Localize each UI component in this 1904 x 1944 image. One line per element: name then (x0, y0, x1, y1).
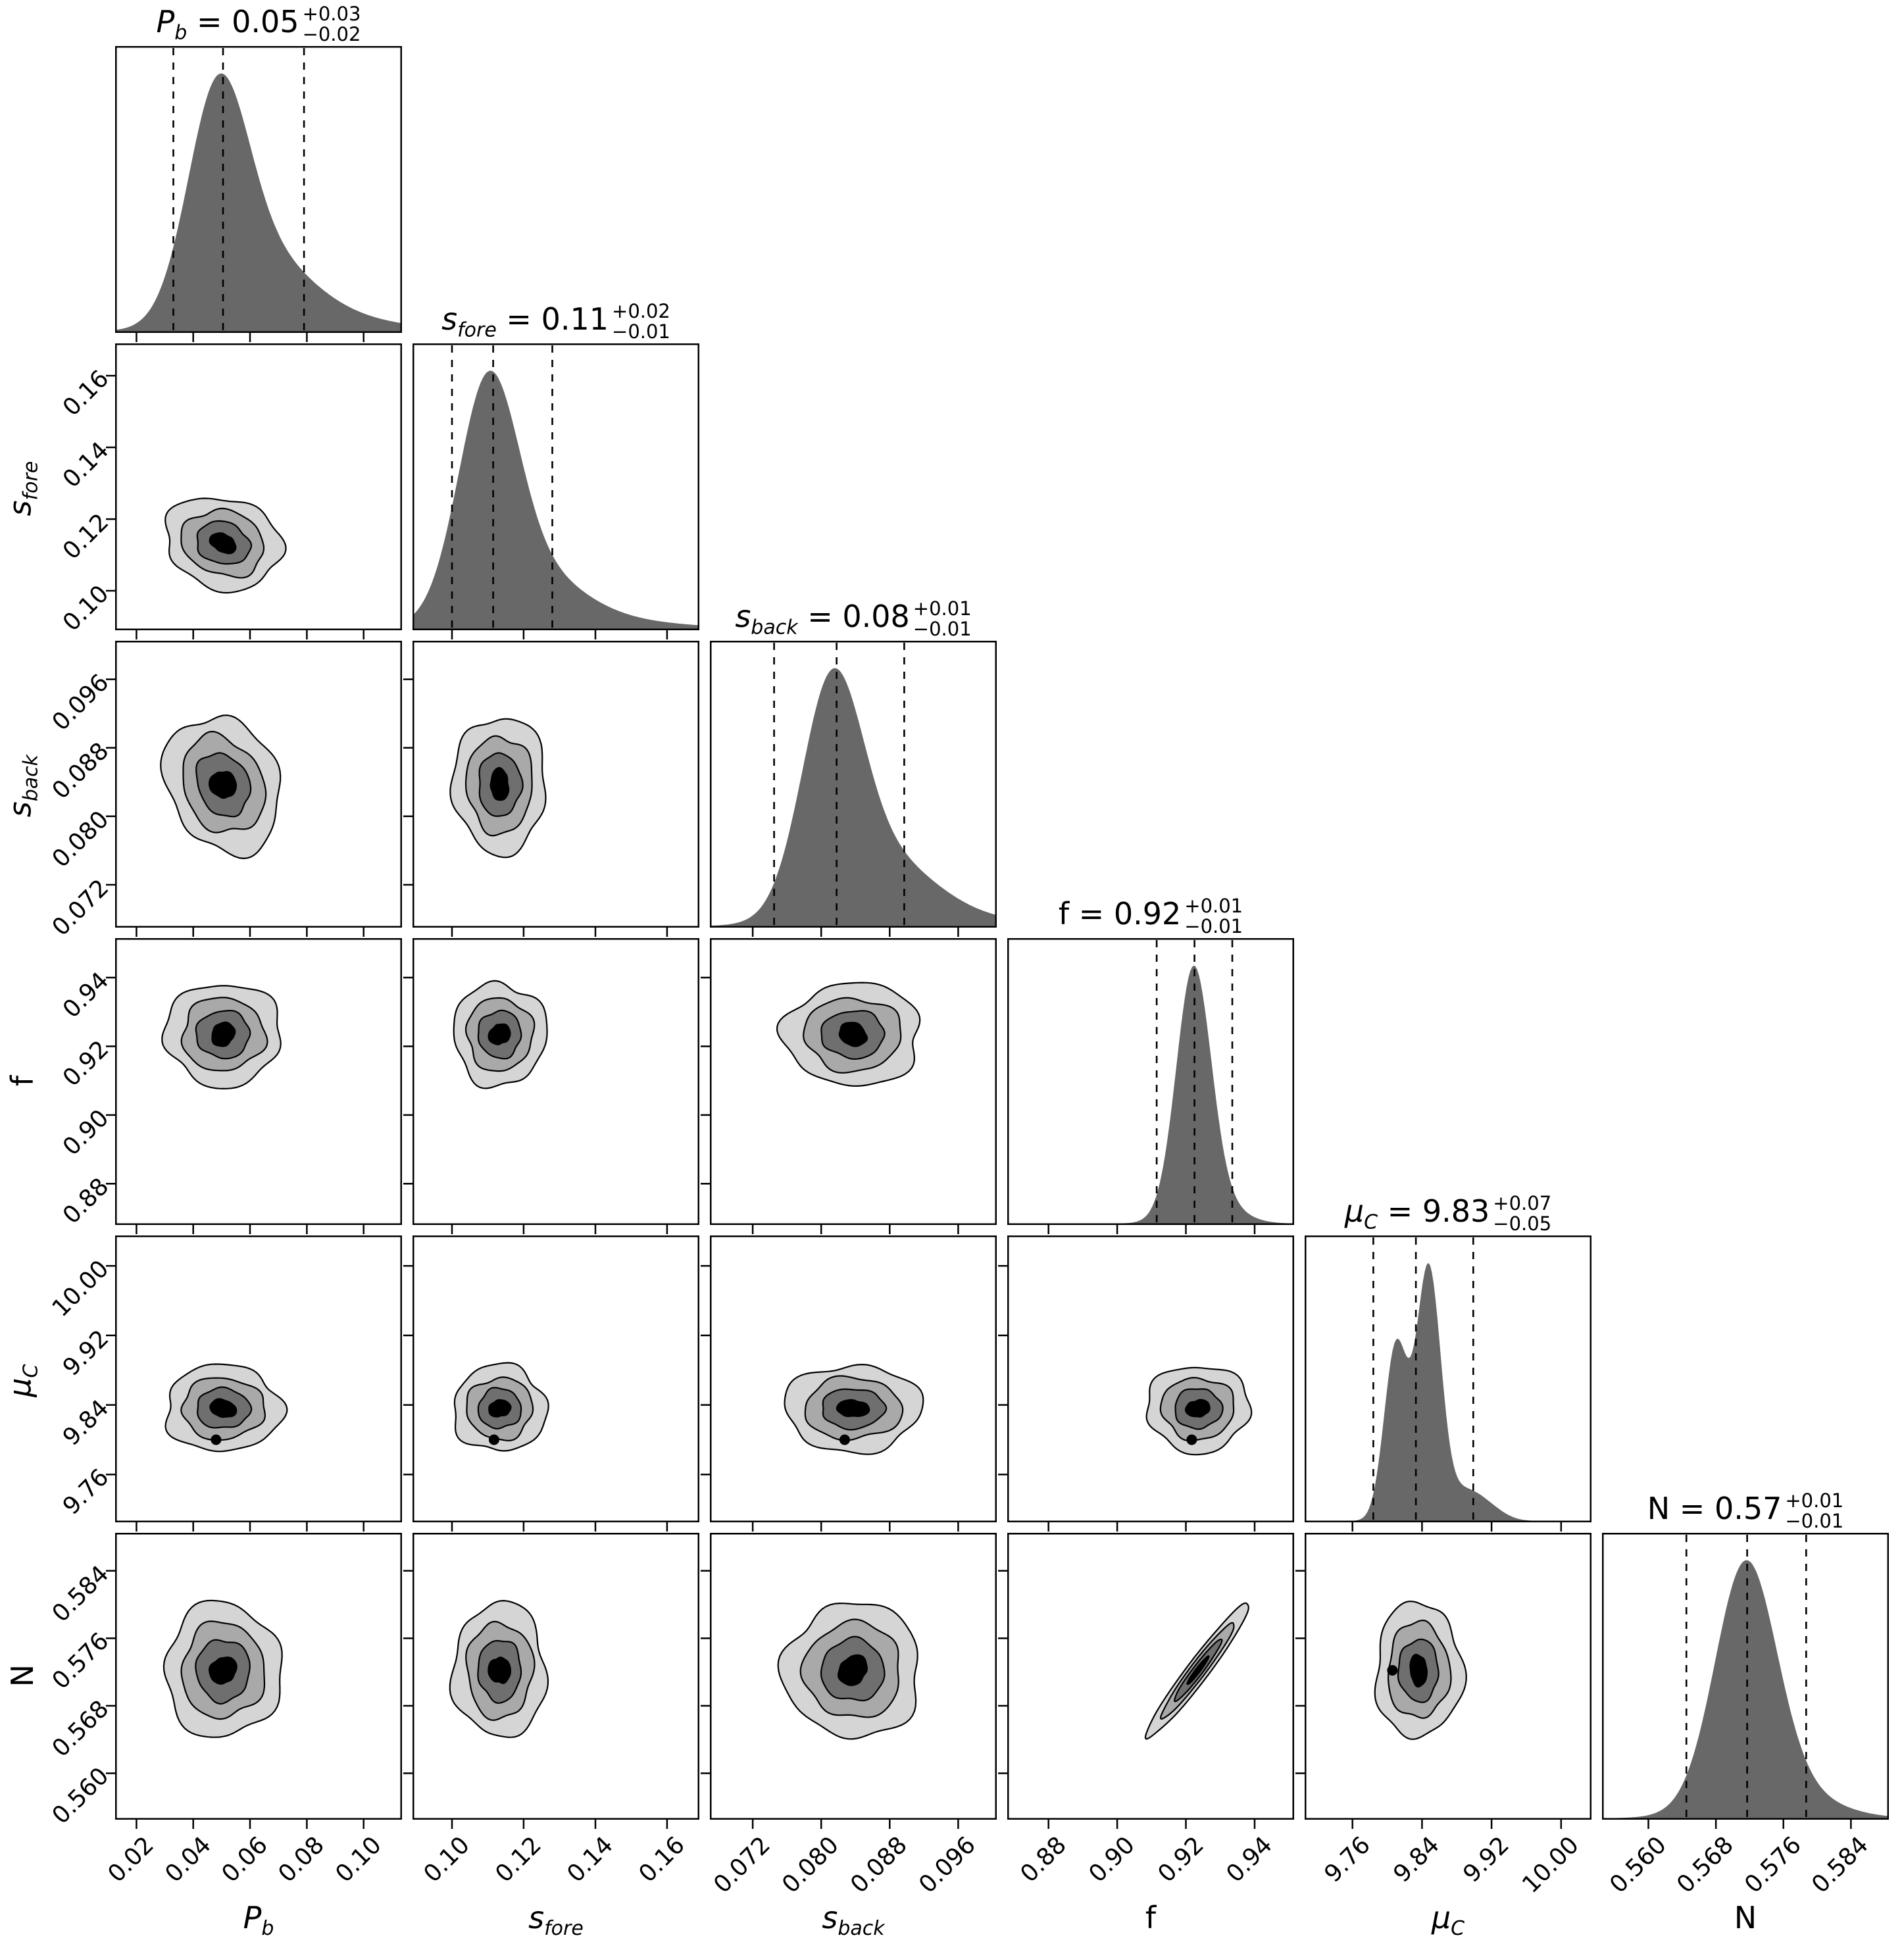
panel-border (1602, 1533, 1889, 1820)
second-mode-dot (1186, 1434, 1197, 1445)
contour-level-3 (211, 1021, 236, 1047)
x-axis-label-P_b: Pb (243, 1900, 274, 1941)
contour-panel-s_fore-vs-P_b (106, 343, 402, 639)
contour-level-3 (209, 1657, 238, 1685)
contour-panel-f-vs-s_back (701, 938, 997, 1234)
x-axis-label-mu_C: μC (1431, 1900, 1465, 1941)
second-mode-dot (1387, 1665, 1398, 1676)
uncertainty-s_back: +0.01 −0.01 (913, 597, 972, 640)
density-curve-mu_C (1305, 1262, 1591, 1521)
panel-border (710, 1533, 997, 1820)
contour-panel-s_back-vs-P_b (106, 641, 402, 937)
panel-border (1305, 1533, 1591, 1820)
title-P_b: Pb = 0.05 +0.03 −0.02 (156, 3, 361, 45)
contour-level-3 (488, 1399, 512, 1418)
contour-level-3 (1184, 1399, 1211, 1418)
contour-level-3 (1186, 1655, 1210, 1685)
contour-level-3 (209, 1398, 238, 1418)
y-tick-label-s_fore: 0.10 (57, 580, 114, 637)
title-f: f = 0.92 +0.01 −0.01 (1058, 895, 1243, 937)
uncertainty-N: +0.01 −0.01 (1785, 1489, 1844, 1532)
y-axis-label-N: N (5, 1664, 40, 1687)
contour-level-3 (1409, 1653, 1428, 1688)
title-N: N = 0.57 +0.01 −0.01 (1647, 1489, 1844, 1532)
diagonal-histogram-s_fore (413, 343, 699, 639)
density-curve-f (1007, 965, 1294, 1224)
contour-panel-mu_C-vs-f (998, 1235, 1294, 1532)
x-axis-label-s_back: sback (822, 1900, 885, 1941)
panel-border (1305, 1235, 1591, 1522)
contour-panel-s_back-vs-s_fore (403, 641, 699, 937)
contour-panel-mu_C-vs-P_b (106, 1235, 402, 1532)
diagonal-histogram-P_b (115, 46, 402, 342)
title-s_back: sback = 0.08 +0.01 −0.01 (735, 597, 972, 640)
contour-level-3 (489, 766, 510, 801)
contour-panel-f-vs-s_fore (403, 938, 699, 1234)
panel-border (710, 1235, 997, 1522)
contour-panel-mu_C-vs-s_fore (403, 1235, 699, 1532)
contour-level-3 (209, 771, 238, 799)
contour-panel-N-vs-P_b (106, 1533, 402, 1829)
title-s_fore: sfore = 0.11 +0.02 −0.01 (441, 300, 670, 343)
contour-level-3 (838, 1022, 868, 1047)
x-axis-label-N: N (1734, 1900, 1757, 1935)
x-axis-label-f: f (1145, 1900, 1157, 1935)
panel-border (115, 46, 402, 333)
density-curve-N (1602, 1560, 1889, 1818)
contour-panel-N-vs-s_back (701, 1533, 997, 1829)
contour-panel-f-vs-P_b (106, 938, 402, 1234)
second-mode-dot (839, 1434, 850, 1445)
contour-panel-N-vs-f (998, 1533, 1294, 1829)
diagonal-histogram-mu_C (1305, 1235, 1591, 1532)
contour-level-3 (838, 1654, 868, 1686)
y-axis-label-f: f (5, 1075, 40, 1087)
panel-border (1007, 938, 1294, 1225)
panel-border (413, 1533, 699, 1820)
second-mode-dot (488, 1434, 499, 1445)
contour-level-3 (209, 532, 237, 555)
panel-border (115, 1235, 402, 1522)
title-mu_C: μC = 9.83 +0.07 −0.05 (1344, 1192, 1552, 1235)
contour-panel-mu_C-vs-s_back (701, 1235, 997, 1532)
panel-border (115, 343, 402, 630)
panel-border (413, 938, 699, 1225)
contour-level-3 (836, 1399, 870, 1417)
panel-border (710, 938, 997, 1225)
panel-border (115, 938, 402, 1225)
contour-panel-N-vs-s_fore (403, 1533, 699, 1829)
y-axis-label-s_back: sback (2, 754, 43, 818)
uncertainty-mu_C: +0.07 −0.05 (1493, 1192, 1552, 1235)
uncertainty-P_b: +0.03 −0.02 (302, 3, 361, 45)
panel-border (413, 343, 699, 630)
contour-level-3 (488, 1023, 511, 1045)
panel-border (413, 1235, 699, 1522)
y-axis-label-s_fore: sfore (2, 461, 43, 516)
uncertainty-f: +0.01 −0.01 (1184, 895, 1243, 937)
contour-panel-N-vs-mu_C (1295, 1533, 1591, 1829)
uncertainty-s_fore: +0.02 −0.01 (612, 300, 670, 343)
panel-border (1007, 1235, 1294, 1522)
panel-border (710, 641, 997, 928)
x-axis-label-s_fore: sfore (528, 1900, 584, 1941)
diagonal-histogram-s_back (710, 641, 997, 937)
panel-border (115, 1533, 402, 1820)
panel-border (1007, 1533, 1294, 1820)
diagonal-histogram-N (1602, 1533, 1889, 1829)
contour-level-3 (488, 1657, 511, 1684)
density-curve-s_fore (413, 370, 699, 629)
panel-border (413, 641, 699, 928)
y-axis-label-mu_C: μC (2, 1364, 43, 1397)
panel-border (115, 641, 402, 928)
density-curve-s_back (710, 668, 997, 926)
diagonal-histogram-f (1007, 938, 1294, 1234)
second-mode-dot (211, 1434, 222, 1445)
density-curve-P_b (115, 73, 402, 332)
